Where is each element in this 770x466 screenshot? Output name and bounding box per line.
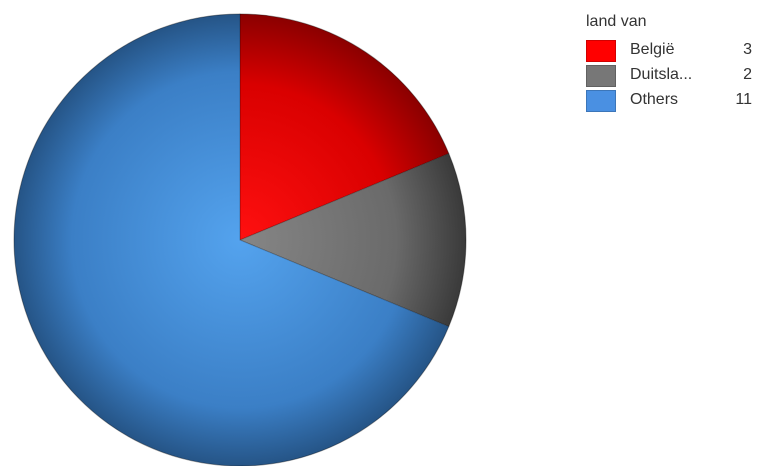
pie-slice-others: [13, 13, 450, 466]
legend-value-belgie: 3: [743, 41, 752, 58]
legend-item-duitsla: Duitsla... 2: [586, 62, 766, 87]
legend-item-others: Others 11: [586, 87, 766, 112]
legend-swatch-belgie: [586, 40, 616, 62]
legend-label-belgie: België: [630, 41, 675, 58]
pie-slice-duitsla: [238, 152, 467, 328]
legend-label-others: Others: [630, 91, 679, 108]
legend-swatch-duitsla: [586, 65, 616, 87]
pie-outline: [13, 13, 467, 466]
legend-title: land van: [586, 13, 647, 30]
pie-slices: [13, 13, 467, 466]
pie-slice-belgie: [239, 13, 450, 241]
legend-swatch-others: [586, 90, 616, 112]
pie-chart: [13, 13, 467, 466]
legend-label-duitsla: Duitsla...: [630, 66, 693, 83]
legend-item-belgie: België 3: [586, 37, 766, 62]
legend-value-others: 11: [735, 91, 752, 108]
legend-value-duitsla: 2: [743, 66, 752, 83]
legend: land van België 3 Duitsla... 2 Others 11: [586, 10, 766, 112]
